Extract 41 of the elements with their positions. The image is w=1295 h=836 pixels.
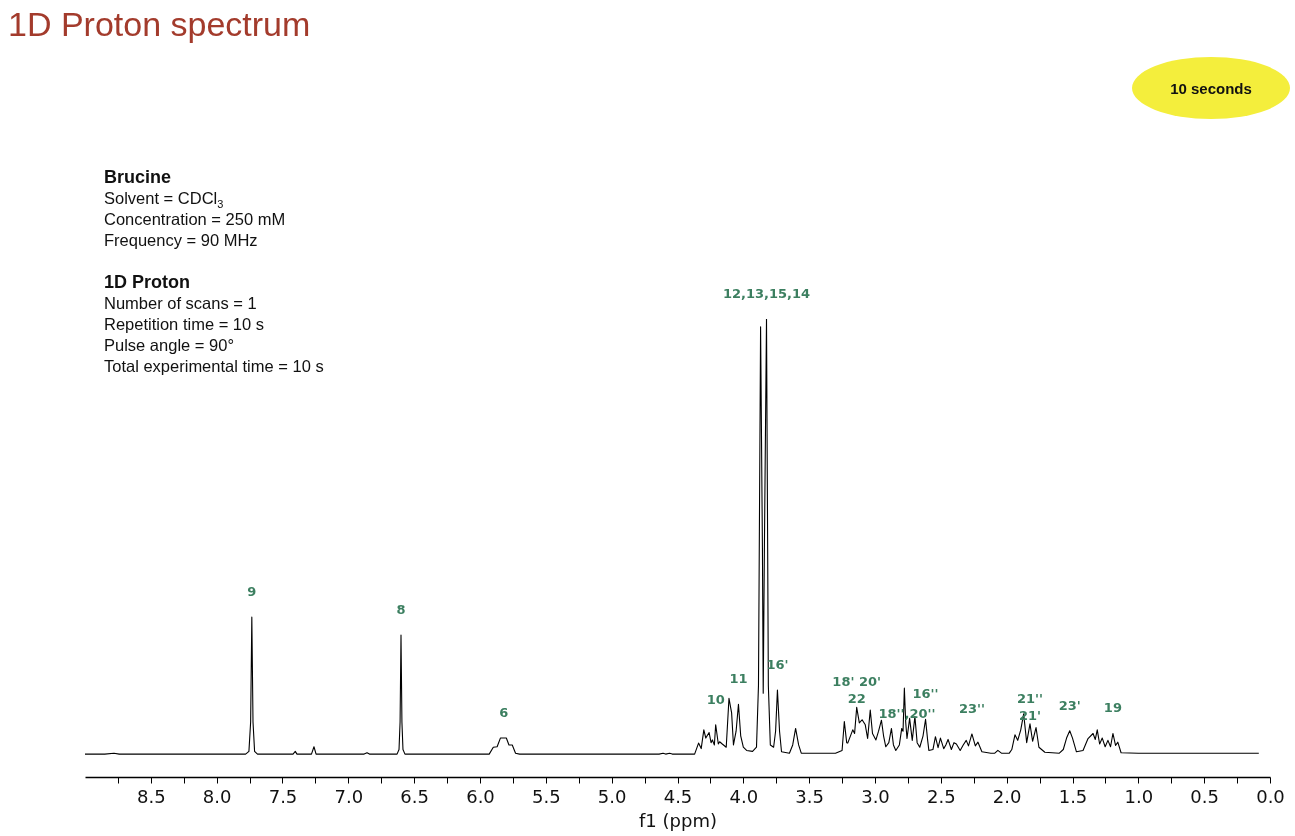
x-tick-label: 7.0 xyxy=(334,785,364,807)
annotation: 19 xyxy=(1103,700,1122,716)
annotation: Pulse angle = 90° xyxy=(104,335,234,356)
x-tick-label: 4.5 xyxy=(663,785,693,807)
annotation: 12,13,15,14 xyxy=(722,286,811,301)
x-axis-title: f1 (ppm) xyxy=(639,809,717,831)
text: Solvent = CDCl$_{3}$ xyxy=(104,188,224,211)
text: Concentration = 250 mM xyxy=(104,209,286,230)
annotation: 6 xyxy=(499,705,509,721)
annotation: Total experimental time = 10 s xyxy=(104,356,324,377)
text: Frequency = 90 MHz xyxy=(104,230,258,251)
text: 1D Proton xyxy=(104,272,191,293)
x-tick-label: 8.0 xyxy=(202,785,232,807)
text: Brucine xyxy=(104,167,172,188)
annotation: 23' xyxy=(1058,697,1081,713)
x-tick-label: 6.0 xyxy=(466,785,495,807)
annotation: 11 xyxy=(729,671,748,687)
x-tick-label: 6.5 xyxy=(400,785,429,807)
x-tick-label: 4.0 xyxy=(729,785,759,807)
x-tick-label: 0.5 xyxy=(1190,785,1219,807)
x-tick-label: 2.5 xyxy=(927,785,956,807)
annotation: 21'' 21' xyxy=(1016,690,1043,723)
annotation: 8 xyxy=(396,602,406,618)
annotation: 18' 20' 22 xyxy=(832,674,882,707)
x-tick-label: 5.0 xyxy=(597,785,627,807)
x-tick-label: 1.5 xyxy=(1058,785,1088,807)
annotation: 23'' xyxy=(958,700,985,716)
chart-title: 1D Proton spectrum xyxy=(8,4,311,44)
x-tick-label: 1.0 xyxy=(1124,785,1154,807)
annotation: 16'' xyxy=(912,686,939,702)
x-tick-label: 3.0 xyxy=(861,785,890,807)
annotation: 10 xyxy=(706,691,725,707)
x-tick-label: 5.5 xyxy=(532,785,561,807)
x-tick-label: 8.5 xyxy=(137,785,166,807)
text: Number of scans = 1 xyxy=(104,293,257,314)
x-tick-label: 7.5 xyxy=(268,785,298,807)
x-tick-label: 0.0 xyxy=(1256,785,1285,807)
annotation: Repetition time = 10 s xyxy=(104,314,265,335)
annotation: 9 xyxy=(247,584,257,600)
x-tick-label: 3.5 xyxy=(795,785,824,807)
x-tick-label: 2.0 xyxy=(992,785,1022,807)
